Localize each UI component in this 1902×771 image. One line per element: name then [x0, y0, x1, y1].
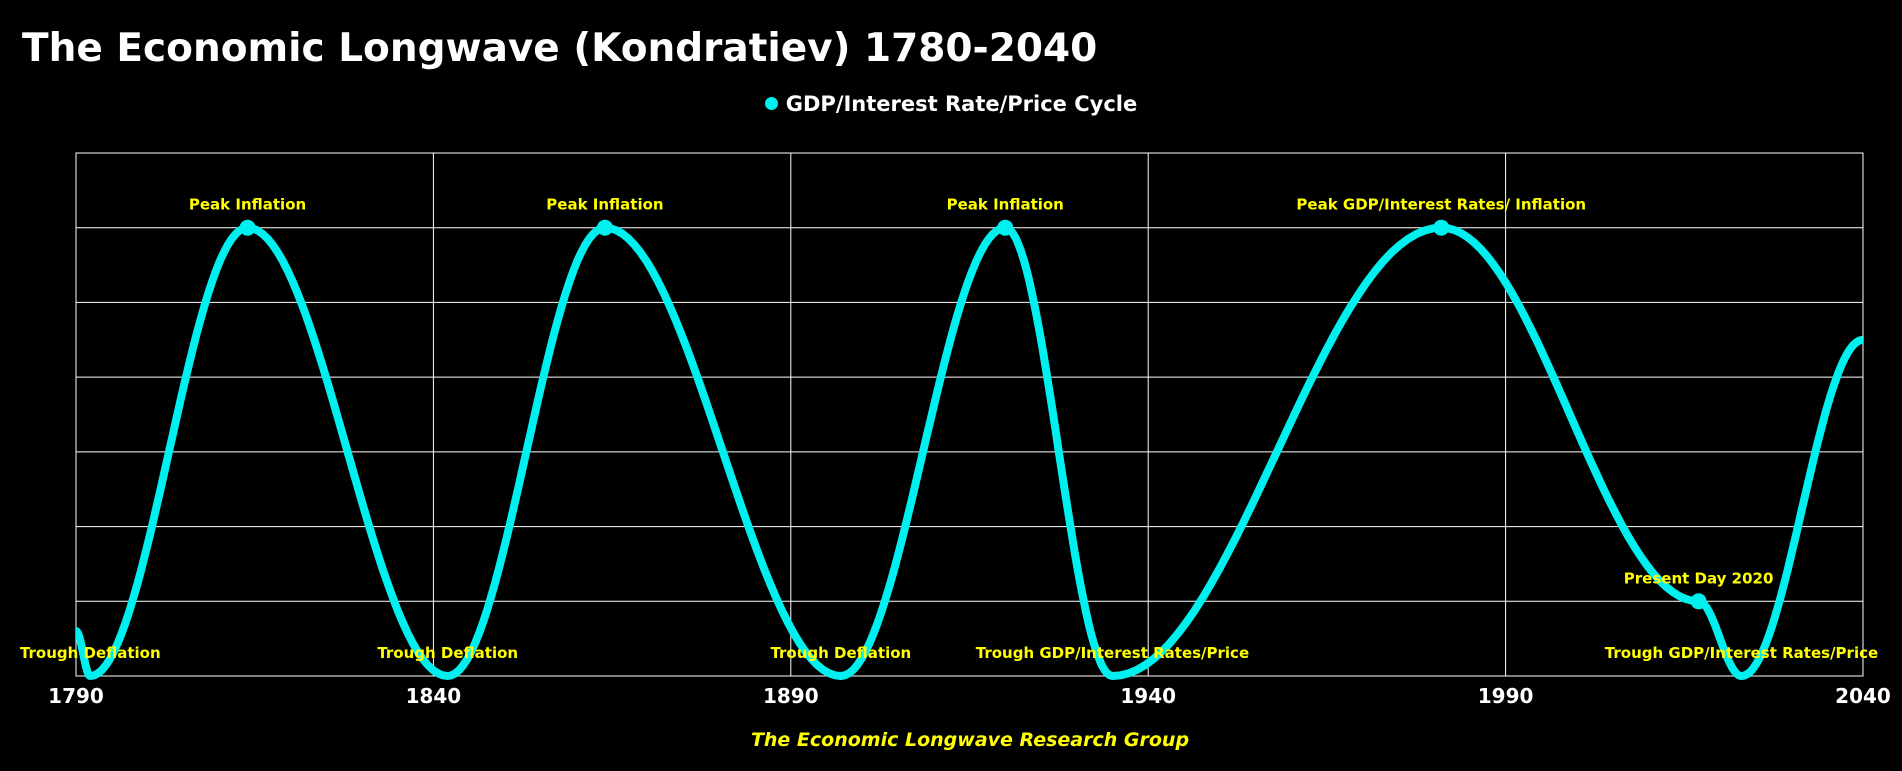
plot-area [75, 152, 1864, 677]
x-tick-label: 2040 [1835, 684, 1891, 708]
data-label: Peak Inflation [189, 196, 306, 214]
x-tick-label: 1840 [406, 684, 462, 708]
marker-group [239, 219, 1707, 610]
series-point [596, 219, 613, 236]
x-tick-label: 1790 [48, 684, 104, 708]
data-label: Peak Inflation [546, 196, 663, 214]
legend-label: GDP/Interest Rate/Price Cycle [785, 92, 1138, 116]
series-point [1433, 219, 1450, 236]
x-tick-label: 1890 [763, 684, 819, 708]
series-point [1690, 593, 1707, 610]
legend: GDP/Interest Rate/Price Cycle [0, 92, 1902, 116]
series-point [997, 219, 1014, 236]
series-group [76, 223, 1863, 680]
grid-lines [76, 153, 1863, 676]
data-label: Peak GDP/Interest Rates/ Inflation [1296, 196, 1586, 214]
data-label: Trough GDP/Interest Rates/Price [1605, 644, 1878, 662]
chart-footer: The Economic Longwave Research Group [750, 729, 1190, 751]
x-tick-label: 1940 [1120, 684, 1176, 708]
x-tick-label: 1990 [1478, 684, 1534, 708]
data-label: Present Day 2020 [1624, 569, 1774, 587]
x-axis-ticks: 1790 1840 1890 1940 1990 2040 [48, 684, 1891, 708]
series-point [239, 219, 256, 236]
legend-marker [764, 97, 778, 110]
series-line [76, 223, 1863, 680]
annotation-group: Peak Inflation Peak Inflation Peak Inflati… [20, 196, 1878, 662]
data-label: Trough Deflation [20, 644, 161, 662]
chart-title: The Economic Longwave (Kondratiev) 1780-… [22, 26, 1098, 71]
data-label: Trough Deflation [770, 644, 911, 662]
data-label: Peak Inflation [947, 196, 1064, 214]
data-label: Trough Deflation [377, 644, 518, 662]
data-label: Trough GDP/Interest Rates/Price [976, 644, 1249, 662]
